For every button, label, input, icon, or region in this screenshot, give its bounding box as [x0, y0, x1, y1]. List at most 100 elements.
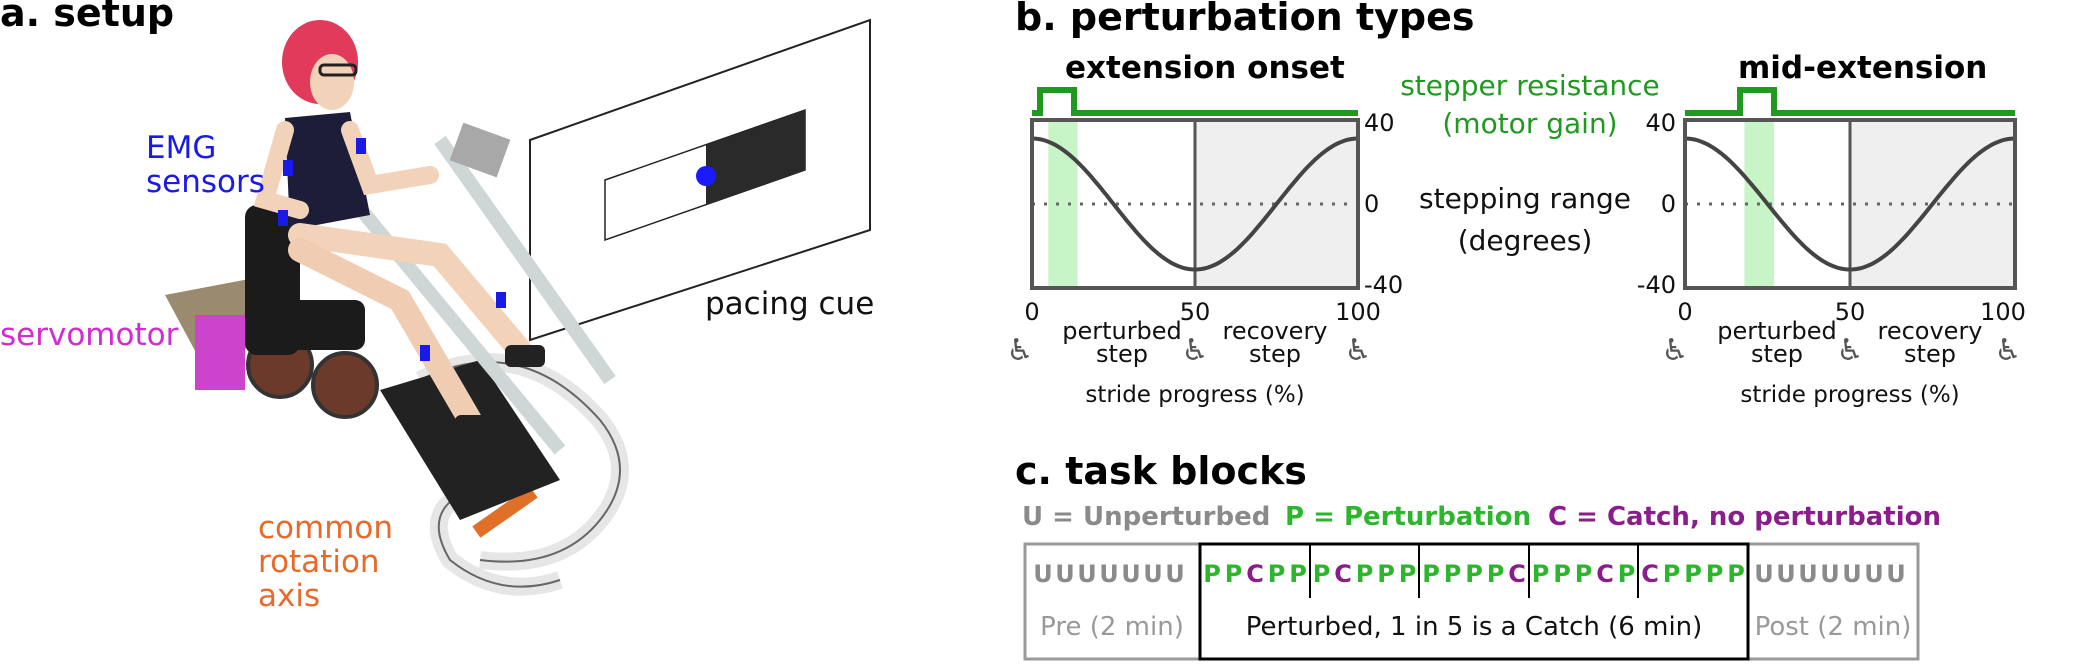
sequence-letter-P: P	[1532, 560, 1550, 588]
sequence-letter-P: P	[1575, 560, 1593, 588]
perturbed-label: Perturbed, 1 in 5 is a Catch (6 min)	[1246, 612, 1703, 642]
sequence-letter-P: P	[1422, 560, 1440, 588]
sequence-letter-U: U	[1165, 560, 1185, 588]
legend-catch: C = Catch, no perturbation	[1548, 502, 1941, 532]
shoe-right	[505, 345, 545, 367]
stepper-person-icon: ♿	[1995, 333, 2022, 368]
stepping-range-curve	[1031, 136, 1359, 272]
x-tick: 100	[1980, 298, 2026, 326]
plot-title-mid-extension: mid-extension	[1738, 50, 1987, 86]
y-tick: 0	[1364, 190, 1379, 218]
seat-base	[255, 300, 365, 350]
sequence-letter-P: P	[1727, 560, 1745, 588]
stepper-person-icon: ♿	[1182, 333, 1209, 368]
sequence-letter-P: P	[1487, 560, 1505, 588]
sequence-letter-P: P	[1444, 560, 1462, 588]
stepper-person-icon: ♿	[1662, 333, 1689, 368]
handle-right	[449, 122, 511, 178]
pre-label: Pre (2 min)	[1040, 612, 1184, 642]
sequence-letter-C: C	[1508, 560, 1526, 588]
x-tick: 100	[1335, 298, 1381, 326]
shoe-left	[455, 415, 495, 437]
pacing-cue-label: pacing cue	[705, 286, 874, 322]
perturbed-step-label-line1: perturbed	[1062, 317, 1182, 345]
plot-title-extension-onset: extension onset	[1065, 50, 1345, 86]
right-leg	[288, 223, 532, 362]
perturbed-step-label-line1: perturbed	[1717, 317, 1837, 345]
recovery-step-label-line1: recovery	[1877, 317, 1982, 345]
plot-frame	[1030, 118, 1360, 290]
sequence-letter-P: P	[1289, 560, 1307, 588]
range-label-line1: stepping range	[1419, 182, 1631, 215]
stepper-person-icon: ♿	[1345, 333, 1372, 368]
recovery-step-label-line2: step	[1904, 340, 1956, 368]
recovery-step-label-line2: step	[1249, 340, 1301, 368]
sequence-letter-U: U	[1842, 560, 1862, 588]
sequence-letter-U: U	[1820, 560, 1840, 588]
y-tick: 40	[1364, 109, 1395, 137]
perturbed-block	[1198, 542, 1750, 661]
stepping-range-curve	[1684, 136, 2016, 272]
sequence-letter-U: U	[1886, 560, 1906, 588]
axis-label-line3: axis	[258, 578, 320, 614]
pacing-cue-dot	[696, 166, 716, 186]
servomotor-label: servomotor	[0, 317, 179, 353]
x-tick: 50	[1835, 298, 1866, 326]
y-tick: -40	[1364, 271, 1403, 299]
sequence-letter-P: P	[1203, 560, 1221, 588]
y-tick: -40	[1637, 271, 1676, 299]
sequence-letter-P: P	[1663, 560, 1681, 588]
plot-frame	[1683, 118, 2017, 290]
sequence-letter-U: U	[1121, 560, 1141, 588]
x-axis-label: stride progress (%)	[1085, 382, 1304, 408]
stepper-person-icon: ♿	[1837, 333, 1864, 368]
sequence-letter-U: U	[1077, 560, 1097, 588]
sequence-letter-U: U	[1099, 560, 1119, 588]
task-blocks-heading: c. task blocks	[1015, 449, 1307, 493]
perturbed-step-label-line2: step	[1751, 340, 1803, 368]
sequence-letter-U: U	[1055, 560, 1075, 588]
sequence-letter-P: P	[1225, 560, 1243, 588]
perturbation-plot-mid-extension: mid-extension 40 0 -40 0 50 100 perturbe…	[1637, 50, 2026, 408]
x-axis-label: stride progress (%)	[1740, 382, 1959, 408]
left-leg	[288, 238, 482, 432]
sequence-letter-P: P	[1268, 560, 1286, 588]
servomotor-body	[195, 315, 245, 390]
sequence-letter-P: P	[1356, 560, 1374, 588]
left-arm	[253, 121, 309, 219]
sequence-letter-P: P	[1553, 560, 1571, 588]
resistance-trace	[1032, 87, 1358, 116]
perturbation-heading: b. perturbation types	[1015, 0, 1475, 39]
emg-sensor	[356, 138, 366, 154]
recovery-step-label-line1: recovery	[1222, 317, 1327, 345]
glasses	[318, 63, 358, 77]
emg-sensor	[283, 160, 293, 176]
sequence-letter-C: C	[1246, 560, 1264, 588]
sequence-letter-P: P	[1377, 560, 1395, 588]
sequence-letter-P: P	[1706, 560, 1724, 588]
legend-perturbation: P = Perturbation	[1285, 502, 1531, 532]
x-tick: 0	[1024, 298, 1039, 326]
sequence-letter-C: C	[1596, 560, 1614, 588]
x-tick: 0	[1677, 298, 1692, 326]
resistance-label-line2: (motor gain)	[1442, 107, 1617, 140]
machine-body	[380, 360, 560, 520]
sequence-letter-C: C	[1641, 560, 1659, 588]
setup-heading: a. setup	[0, 0, 174, 35]
resistance-label-line1: stepper resistance	[1400, 69, 1660, 102]
sequence-letter-P: P	[1465, 560, 1483, 588]
sequence-letter-C: C	[1334, 560, 1352, 588]
post-label: Post (2 min)	[1755, 612, 1912, 642]
axis-label-line2: rotation	[258, 544, 380, 580]
emg-label-line2: sensors	[146, 164, 265, 200]
perturbation-plot-extension-onset: extension onset 40 0 -40 0 50 100 pertur…	[1007, 50, 1404, 408]
sequence-letter-P: P	[1684, 560, 1702, 588]
flywheel-2	[311, 351, 379, 419]
axis-label-line1: common	[258, 510, 393, 546]
sequence-letter-U: U	[1864, 560, 1884, 588]
perturbed-step-label-line2: step	[1096, 340, 1148, 368]
emg-sensor	[496, 292, 506, 308]
